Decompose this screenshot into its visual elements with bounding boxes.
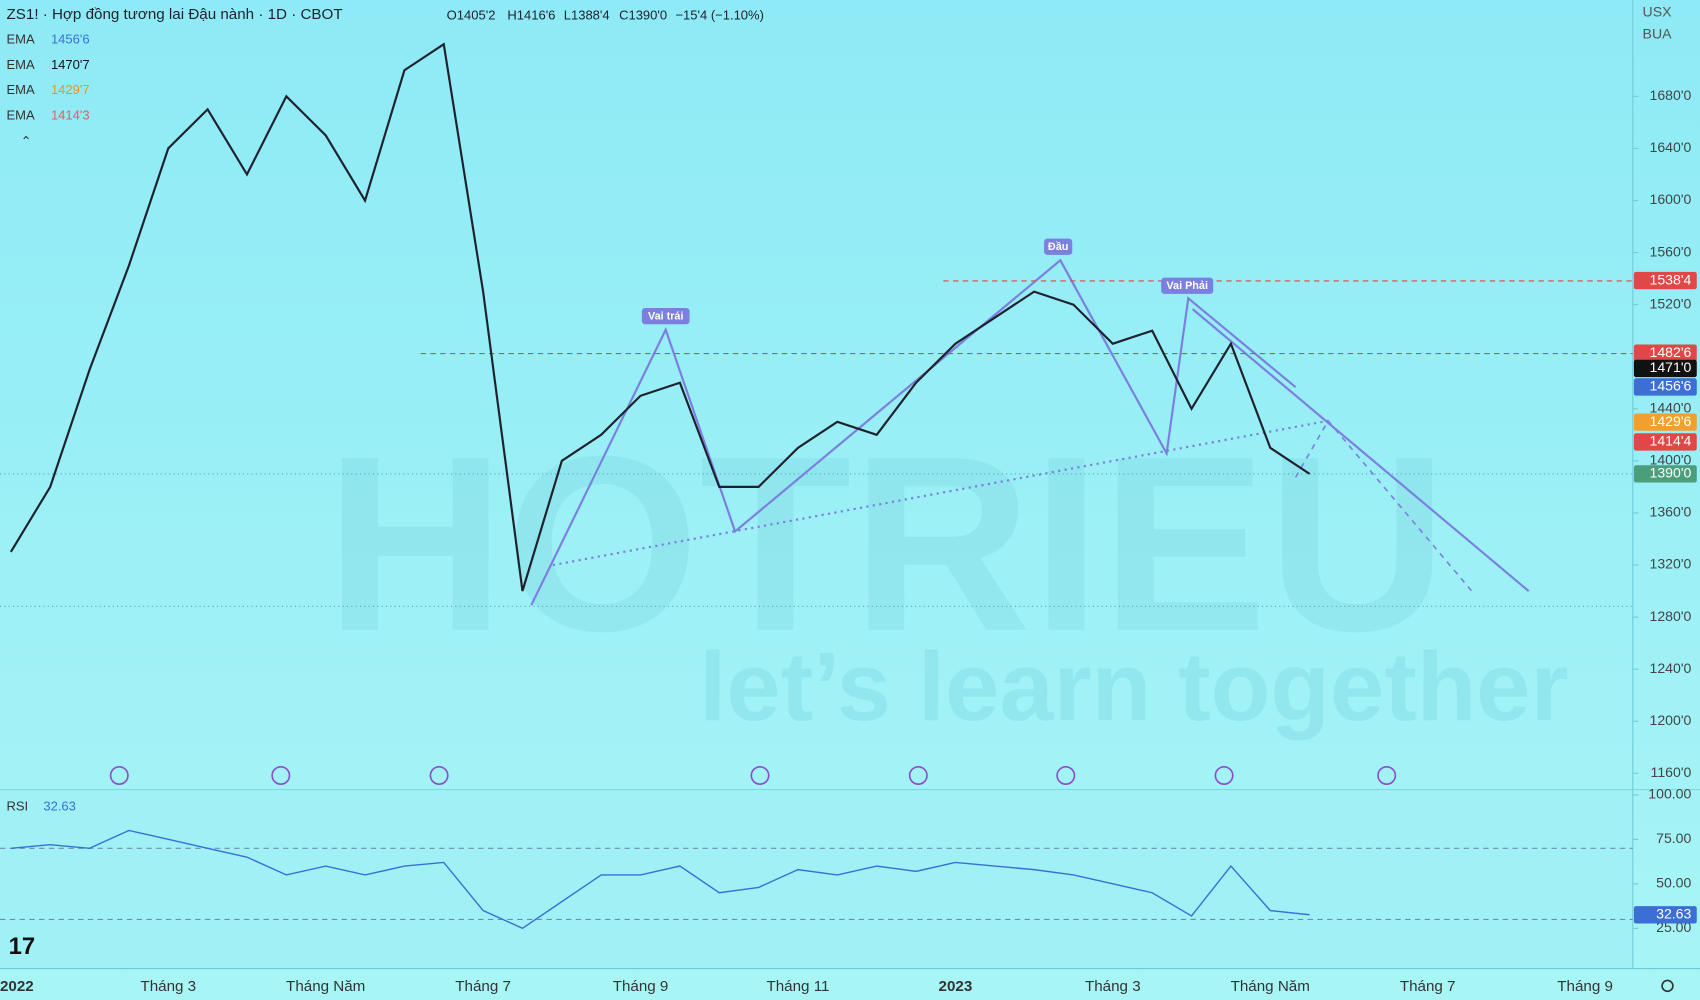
indicator-value: 1456'6: [51, 32, 90, 47]
x-tick-label: Tháng 3: [1085, 978, 1141, 995]
x-tick-label: 2023: [939, 978, 973, 995]
label-box: [1044, 238, 1073, 255]
projection: [1294, 419, 1476, 595]
y-tick-label: 1240'0: [1650, 660, 1692, 676]
event-icon[interactable]: [429, 765, 449, 785]
ohlc-change: −15'4 (−1.10%): [675, 8, 763, 23]
y-tick-label: 1280'0: [1650, 608, 1692, 624]
x-tick-label: Tháng 11: [766, 978, 829, 995]
price-tag: [1633, 359, 1697, 378]
pattern-labels: Vai trái Đầu Vai Phải: [641, 238, 1214, 325]
x-tick-label: Tháng 7: [455, 978, 511, 995]
ohlc-high: H1416'6: [507, 8, 555, 23]
y-tick-label: 1600'0: [1650, 191, 1692, 207]
rsi-value: 32.63: [43, 798, 76, 813]
price-tag-label: 1538'4: [1650, 271, 1692, 287]
price-tag: [1633, 413, 1697, 431]
event-icon[interactable]: [1056, 765, 1076, 785]
indicator-name: EMA: [7, 82, 35, 97]
indicator-name: EMA: [7, 57, 35, 72]
event-icon[interactable]: [109, 765, 129, 785]
price-tag-label: 1429'6: [1650, 413, 1692, 429]
y-tick-label: 50.00: [1656, 875, 1691, 891]
y-tick-label: 1440'0: [1650, 400, 1692, 416]
indicator-value: 1414'3: [51, 107, 90, 122]
label-box: [641, 308, 690, 325]
unit[interactable]: BUA: [1643, 25, 1673, 41]
rsi-pane: [0, 789, 1633, 969]
price-tag-label: 1390'0: [1650, 465, 1692, 481]
indicator-value: 1429'7: [51, 82, 90, 97]
y-tick-label: 1680'0: [1650, 87, 1692, 103]
pattern-label: Vai Phải: [1166, 280, 1208, 292]
price-tag-label: 1482'6: [1650, 344, 1692, 360]
x-tick-label: Tháng Năm: [286, 978, 365, 995]
x-tick-label: Tháng 3: [140, 978, 196, 995]
y-tick-label: 100.00: [1648, 786, 1691, 802]
indicator-name: EMA: [7, 32, 35, 47]
event-icon[interactable]: [1377, 765, 1397, 785]
head-shoulders: [530, 258, 1297, 606]
rsi-line: [10, 829, 1310, 930]
price-tag: [1633, 433, 1697, 451]
watermark: let’s learn together: [699, 632, 1568, 741]
y-tick-label: 1320'0: [1650, 556, 1692, 572]
event-icons: [109, 765, 1397, 785]
price-tag-label: 1456'6: [1650, 378, 1692, 394]
y-tick-label: 1560'0: [1650, 243, 1692, 259]
price-line: [9, 42, 1311, 592]
pattern-lines: [530, 258, 1530, 606]
pattern-label: Đầu: [1048, 241, 1068, 253]
y-tick-label: 75.00: [1656, 830, 1691, 846]
y-tick-label: 1160'0: [1651, 764, 1692, 780]
event-icon[interactable]: [271, 765, 291, 785]
x-tick-label: Tháng Năm: [1231, 978, 1310, 995]
ohlc-close: C1390'0: [619, 8, 667, 23]
price-tag: [1633, 271, 1697, 290]
price-tag: [1633, 378, 1697, 396]
symbol[interactable]: ZS1! · Hợp đồng tương lai Đậu nành · 1D …: [7, 6, 343, 23]
watermark: HOTRIEU: [325, 404, 1447, 683]
event-icon[interactable]: [1214, 765, 1234, 785]
ohlc-low: L1388'4: [564, 8, 610, 23]
ohlc-open: O1405'2: [447, 8, 496, 23]
neckline: [552, 419, 1329, 567]
event-icon[interactable]: [908, 765, 928, 785]
y-tick-label: 1360'0: [1650, 504, 1692, 520]
rsi-tag: [1633, 906, 1697, 924]
rsi-tag-label: 32.63: [1656, 905, 1691, 921]
indicator-name: EMA: [7, 107, 35, 122]
y-tick-label: 1400'0: [1650, 452, 1692, 468]
label-box: [1161, 277, 1214, 294]
currency[interactable]: USX: [1643, 4, 1673, 20]
x-tick-label: Tháng 7: [1400, 978, 1456, 995]
pattern-label: Vai trái: [648, 311, 684, 323]
y-tick-label: 1520'0: [1650, 295, 1692, 311]
y-tick-label: 1200'0: [1650, 712, 1692, 728]
rsi-title: RSI: [7, 798, 29, 813]
event-icon[interactable]: [750, 765, 770, 785]
price-tag: [1633, 344, 1697, 362]
indicator-value: 1470'7: [51, 57, 90, 72]
logo: 17: [9, 933, 36, 960]
trend-line: [1191, 308, 1530, 592]
price-tag: [1633, 465, 1697, 483]
collapse-button[interactable]: ⌃: [21, 134, 32, 149]
x-tick-label: Tháng 9: [1557, 978, 1613, 995]
y-tick-label: 1640'0: [1650, 139, 1692, 155]
price-tag-label: 1471'0: [1650, 359, 1692, 375]
settings-icon[interactable]: [1661, 979, 1674, 993]
price-tag-label: 1414'4: [1650, 433, 1692, 449]
x-tick-label: Tháng 9: [613, 978, 669, 995]
x-tick-label: 2022: [0, 978, 34, 995]
